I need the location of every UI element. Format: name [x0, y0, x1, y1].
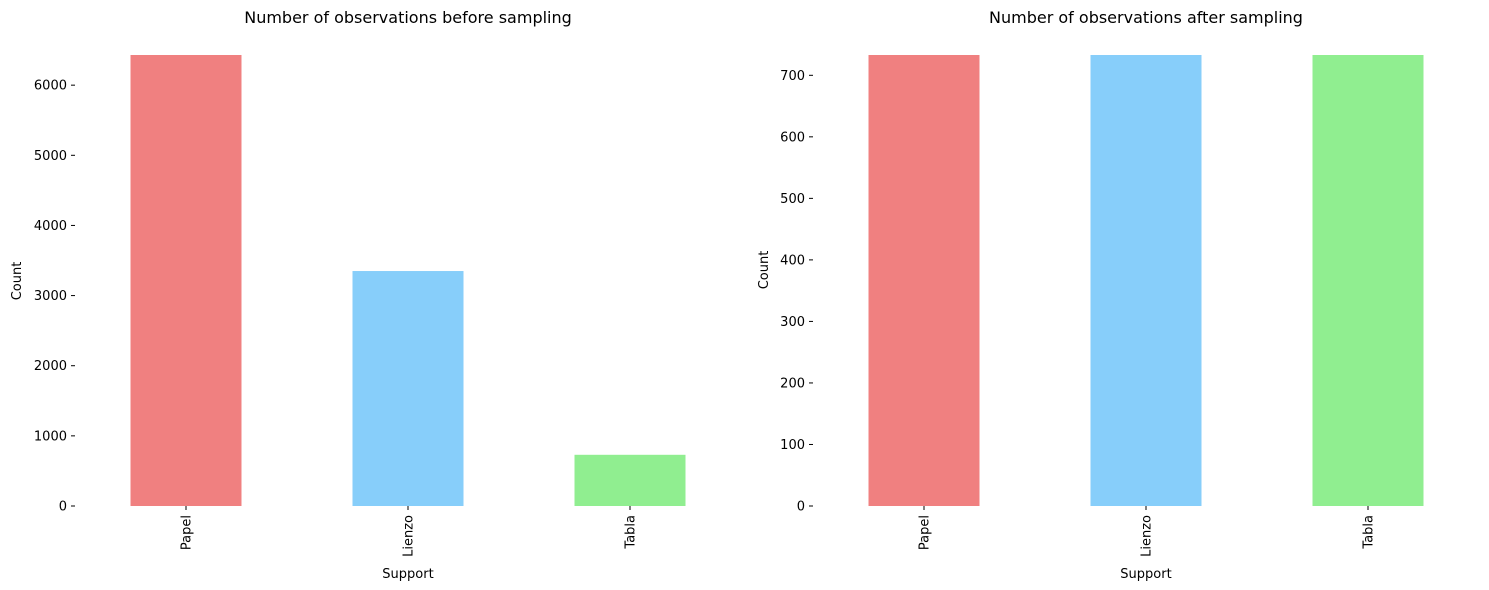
- x-tick-label: Tabla: [1362, 515, 1377, 550]
- x-tick-label: Papel: [180, 515, 195, 550]
- x-axis-label: Support: [382, 567, 433, 582]
- bar-lienzo: [352, 271, 464, 506]
- y-tick-label: 5000: [34, 149, 67, 164]
- y-axis-label: Count: [10, 262, 25, 301]
- y-tick-label: 200: [780, 376, 805, 391]
- y-tick-label: 500: [780, 192, 805, 207]
- plot-area: 0 1000 2000 3000 4000 5000 6000 Papel Lienzo Tabl…: [34, 55, 686, 557]
- x-tick-label: Tabla: [624, 515, 639, 550]
- y-tick-label: 0: [797, 500, 805, 515]
- bar-papel: [868, 55, 980, 506]
- bar-lienzo: [1090, 55, 1202, 506]
- bar-tabla: [574, 454, 686, 506]
- bar-papel: [130, 55, 242, 506]
- chart-after-sampling: Number of observations after sampling Co…: [757, 8, 1424, 582]
- y-axis-label: Count: [757, 251, 772, 290]
- y-tick-label: 700: [780, 69, 805, 84]
- chart-title: Number of observations before sampling: [244, 8, 572, 27]
- y-tick-label: 300: [780, 315, 805, 330]
- y-tick-label: 600: [780, 130, 805, 145]
- chart-title: Number of observations after sampling: [989, 8, 1303, 27]
- y-tick-label: 400: [780, 253, 805, 268]
- y-tick-label: 100: [780, 438, 805, 453]
- x-tick-label: Lienzo: [1140, 515, 1155, 557]
- chart-before-sampling: Number of observations before sampling C…: [10, 8, 686, 582]
- plot-area: 0 100 200 300 400 500 600 700 Papel Lienzo Tabla: [780, 55, 1424, 557]
- y-tick-label: 6000: [34, 79, 67, 94]
- y-tick-label: 3000: [34, 289, 67, 304]
- x-tick-label: Lienzo: [402, 515, 417, 557]
- x-axis-label: Support: [1120, 567, 1171, 582]
- y-tick-label: 2000: [34, 359, 67, 374]
- x-tick-label: Papel: [918, 515, 933, 550]
- y-tick-label: 1000: [34, 429, 67, 444]
- y-tick-label: 4000: [34, 219, 67, 234]
- bar-tabla: [1312, 55, 1424, 506]
- y-tick-label: 0: [59, 500, 67, 515]
